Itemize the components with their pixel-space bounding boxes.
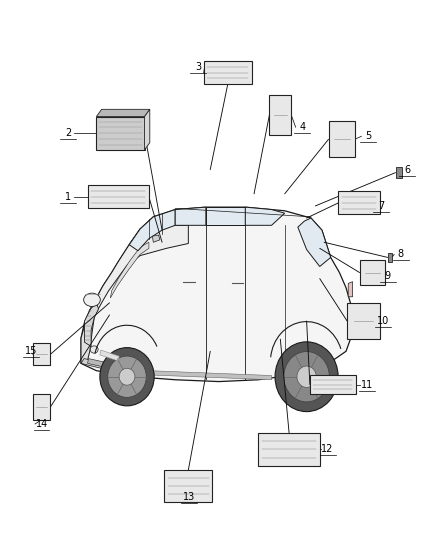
Text: 13: 13: [183, 491, 195, 502]
Text: 5: 5: [365, 131, 371, 141]
Polygon shape: [90, 225, 188, 333]
Text: 12: 12: [321, 445, 334, 455]
Ellipse shape: [284, 352, 329, 402]
Text: 9: 9: [385, 271, 391, 280]
Text: 6: 6: [404, 165, 410, 175]
Ellipse shape: [108, 356, 146, 398]
FancyBboxPatch shape: [88, 185, 149, 208]
FancyBboxPatch shape: [33, 394, 50, 420]
FancyBboxPatch shape: [204, 61, 252, 84]
Polygon shape: [88, 359, 110, 368]
Ellipse shape: [90, 346, 98, 353]
Polygon shape: [81, 207, 353, 382]
FancyBboxPatch shape: [269, 95, 291, 135]
FancyBboxPatch shape: [388, 253, 392, 262]
Text: 8: 8: [398, 249, 404, 260]
Text: 10: 10: [377, 316, 389, 326]
Polygon shape: [96, 109, 150, 117]
Polygon shape: [100, 350, 119, 361]
Text: 3: 3: [195, 62, 201, 71]
Text: 14: 14: [35, 419, 48, 429]
FancyBboxPatch shape: [310, 375, 356, 394]
Polygon shape: [298, 218, 331, 266]
Polygon shape: [85, 303, 99, 346]
Polygon shape: [348, 281, 353, 297]
FancyBboxPatch shape: [360, 261, 385, 285]
Polygon shape: [245, 207, 285, 225]
FancyBboxPatch shape: [328, 121, 355, 157]
Ellipse shape: [297, 366, 316, 387]
FancyBboxPatch shape: [396, 167, 402, 178]
Polygon shape: [129, 209, 175, 251]
Polygon shape: [152, 235, 160, 243]
Polygon shape: [81, 315, 94, 364]
Ellipse shape: [100, 348, 154, 406]
Text: 2: 2: [65, 128, 71, 138]
Polygon shape: [103, 369, 272, 379]
Text: 7: 7: [378, 201, 384, 211]
FancyBboxPatch shape: [96, 117, 145, 150]
Polygon shape: [145, 109, 150, 150]
Polygon shape: [206, 207, 245, 225]
FancyBboxPatch shape: [164, 470, 212, 502]
Text: 1: 1: [65, 192, 71, 202]
Polygon shape: [110, 243, 149, 298]
FancyBboxPatch shape: [338, 191, 380, 214]
Text: 11: 11: [361, 379, 373, 390]
FancyBboxPatch shape: [33, 343, 50, 365]
Ellipse shape: [275, 342, 338, 411]
FancyBboxPatch shape: [347, 303, 380, 339]
Ellipse shape: [119, 368, 135, 385]
Polygon shape: [81, 359, 138, 377]
Ellipse shape: [84, 293, 100, 306]
FancyBboxPatch shape: [258, 433, 320, 466]
Text: 15: 15: [25, 346, 37, 356]
Polygon shape: [175, 207, 206, 225]
Text: 4: 4: [299, 122, 305, 132]
